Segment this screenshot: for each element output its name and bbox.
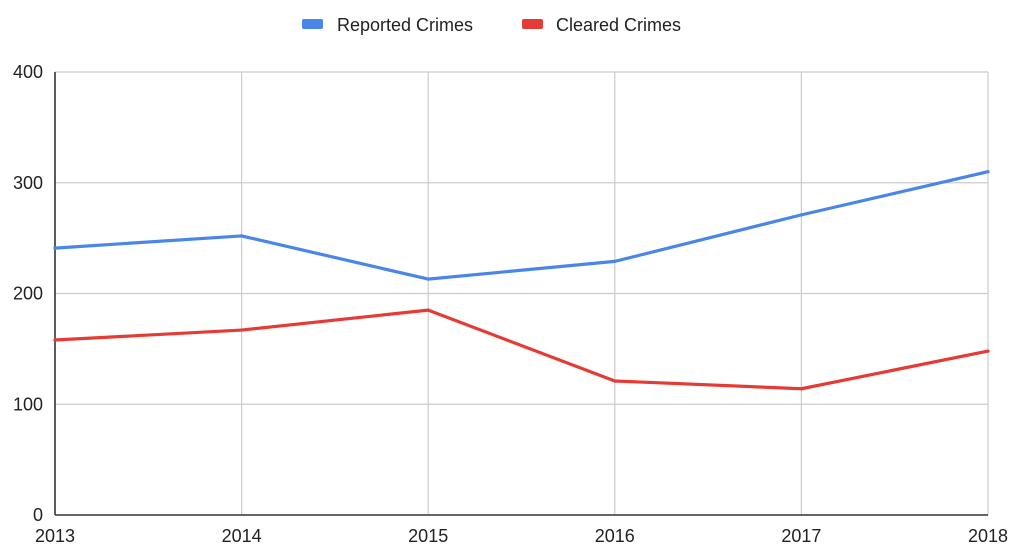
x-tick-label-2016: 2016 xyxy=(595,526,635,546)
data-point-cleared-crimes-2018 xyxy=(986,349,990,353)
y-axis-ticks: 0 100 200 300 400 xyxy=(13,62,43,525)
data-point-cleared-crimes-2014 xyxy=(240,328,244,332)
data-point-cleared-crimes-2016 xyxy=(613,379,617,383)
data-point-reported-crimes-2013 xyxy=(53,246,57,250)
data-point-reported-crimes-2014 xyxy=(240,234,244,238)
y-tick-label-400: 400 xyxy=(13,62,43,82)
x-axis-ticks: 2013 2014 2015 2016 2017 2018 xyxy=(35,526,1008,546)
legend-label-reported-crimes: Reported Crimes xyxy=(337,15,473,35)
y-tick-label-0: 0 xyxy=(33,505,43,525)
y-tick-label-300: 300 xyxy=(13,173,43,193)
data-point-reported-crimes-2018 xyxy=(986,170,990,174)
series-line-reported-crimes xyxy=(53,170,990,281)
data-point-cleared-crimes-2015 xyxy=(426,308,430,312)
legend-swatch-reported-crimes xyxy=(302,19,323,29)
x-tick-label-2013: 2013 xyxy=(35,526,75,546)
data-point-reported-crimes-2016 xyxy=(613,259,617,263)
legend-swatch-cleared-crimes xyxy=(522,19,543,29)
axes xyxy=(54,72,988,516)
data-point-cleared-crimes-2017 xyxy=(799,387,804,391)
gridlines xyxy=(55,71,989,515)
legend: Reported Crimes Cleared Crimes xyxy=(302,15,681,35)
legend-label-cleared-crimes: Cleared Crimes xyxy=(556,15,681,35)
data-point-reported-crimes-2015 xyxy=(426,277,430,281)
series-line-cleared-crimes xyxy=(53,308,990,391)
x-tick-label-2017: 2017 xyxy=(781,526,821,546)
x-tick-label-2015: 2015 xyxy=(408,526,448,546)
series-layer xyxy=(53,170,990,391)
y-tick-label-200: 200 xyxy=(13,284,43,304)
x-tick-label-2014: 2014 xyxy=(222,526,262,546)
y-tick-label-100: 100 xyxy=(13,394,43,414)
x-tick-label-2018: 2018 xyxy=(968,526,1008,546)
data-point-reported-crimes-2017 xyxy=(799,213,804,217)
data-point-cleared-crimes-2013 xyxy=(53,338,57,342)
